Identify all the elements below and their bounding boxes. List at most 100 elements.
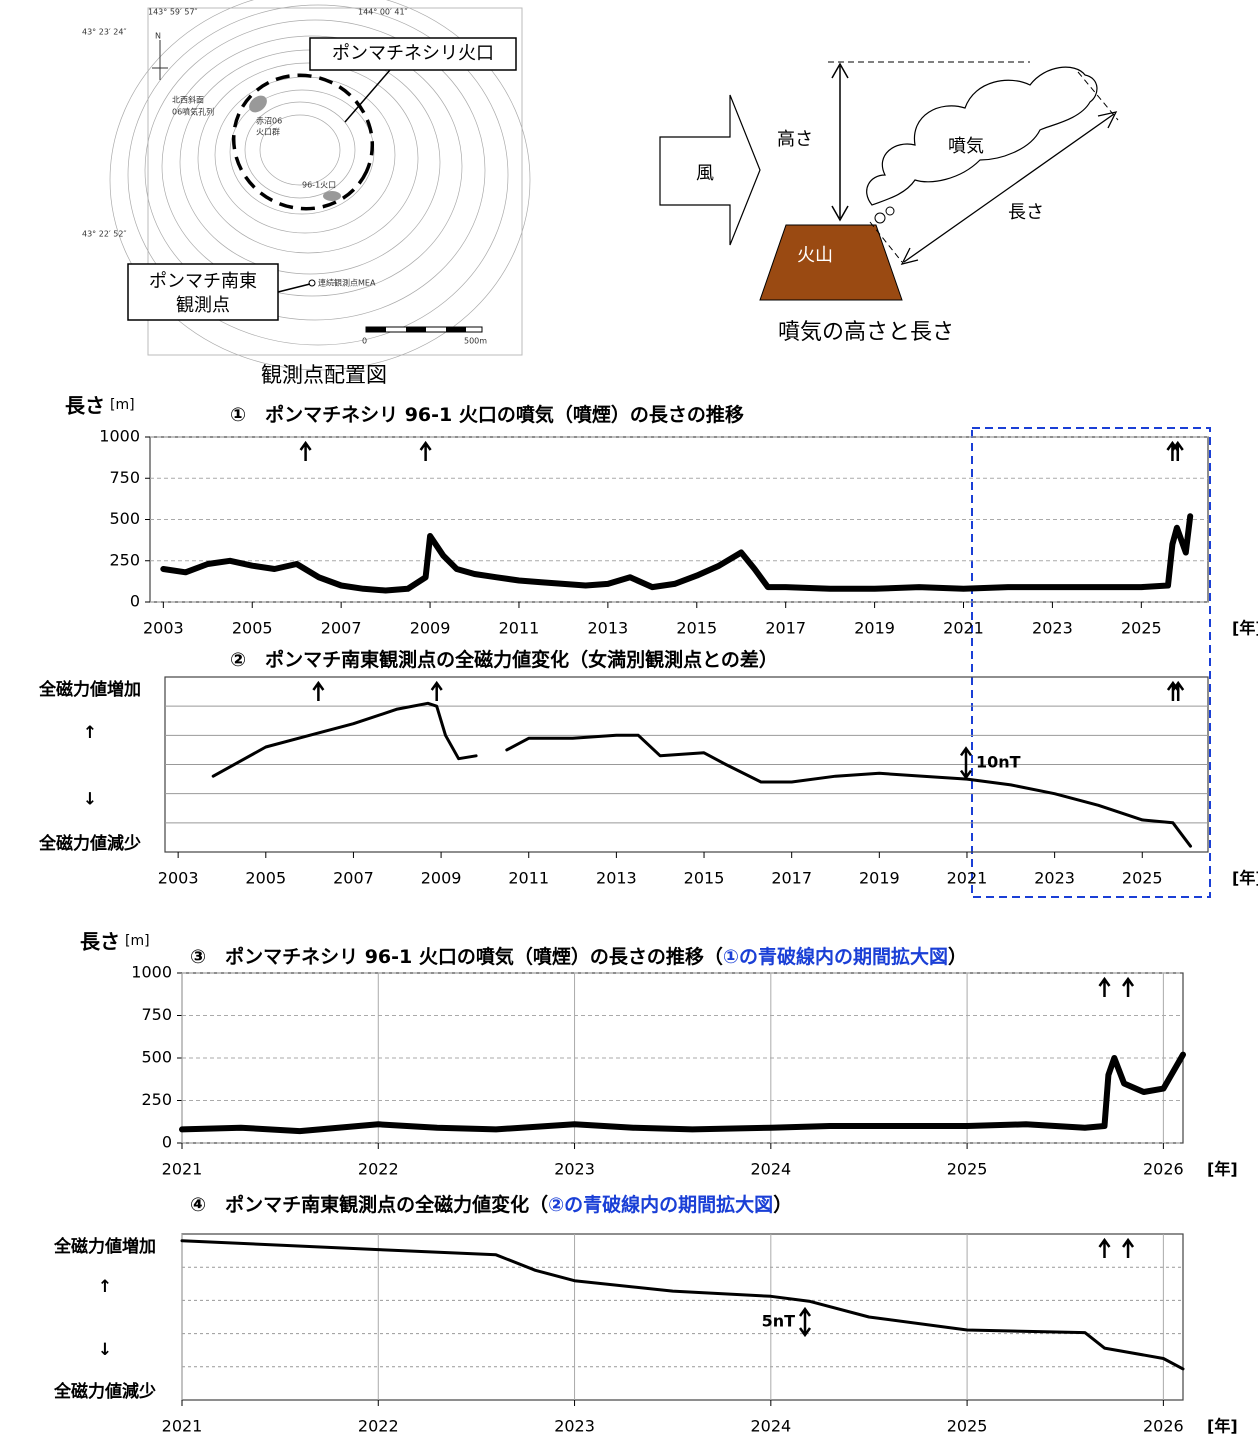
- plot-frame: [181, 1233, 1184, 1401]
- title-part: ①の青破線内の期間拡大図: [723, 945, 948, 968]
- map-label: 赤沼06: [256, 117, 282, 126]
- data-line: [179, 1051, 1186, 1135]
- y-axis-label: 全磁力値増加: [53, 1236, 156, 1257]
- map-north: N: [155, 32, 161, 41]
- volcano-label: 火山: [797, 245, 833, 266]
- event-arrow: [312, 680, 325, 701]
- x-tick-label: 2021: [943, 619, 984, 638]
- x-tick-label: 2007: [333, 869, 374, 888]
- map-coord: 43° 22′ 52″: [82, 230, 126, 239]
- x-tick-label: 2025: [947, 1417, 988, 1436]
- x-tick-label: 2013: [588, 619, 629, 638]
- x-axis-label: [年]: [1207, 1417, 1238, 1436]
- y-axis-label: 長さ: [65, 394, 105, 418]
- x-tick-label: 2025: [1121, 619, 1162, 638]
- x-axis-label: [年]: [1207, 1160, 1238, 1179]
- title-part: ① ポンマチネシリ 96-1 火口の噴気（噴煙）の長さの推移: [230, 403, 744, 426]
- map: 143° 59′ 57″ 144° 00′ 41″ 43° 23′ 24″ 43…: [82, 0, 531, 387]
- y-axis-label: 全磁力値増加: [38, 679, 141, 700]
- event-arrow: [1172, 680, 1185, 701]
- data-line: [180, 1239, 1185, 1371]
- y-axis-label: ↑: [83, 723, 97, 743]
- x-tick-label: 2024: [750, 1160, 791, 1179]
- data-line: [211, 701, 1192, 848]
- x-tick-label: 2023: [1032, 619, 1073, 638]
- x-tick-label: 2003: [158, 869, 199, 888]
- chart-title: ② ポンマチ南東観測点の全磁力値変化（女満別観測点との差）: [230, 648, 778, 671]
- map-scale: 500m: [464, 337, 487, 346]
- x-tick-label: 2017: [771, 869, 812, 888]
- title-part: ③ ポンマチネシリ 96-1 火口の噴気（噴煙）の長さの推移（: [190, 945, 723, 968]
- x-tick-label: 2025: [947, 1160, 988, 1179]
- x-tick-label: 2005: [232, 619, 273, 638]
- event-arrow: [419, 440, 432, 461]
- event-arrow: [299, 440, 312, 461]
- y-tick-label: 250: [109, 550, 140, 569]
- diagram-caption: 噴気の高さと長さ: [778, 320, 954, 345]
- y-tick-label: 500: [141, 1048, 172, 1067]
- event-arrow: [1122, 1237, 1135, 1258]
- map-scale: 0: [362, 337, 367, 346]
- map-label: 北西斜面: [172, 95, 204, 105]
- station-label: ポンマチ南東: [149, 271, 257, 292]
- event-arrow: [1098, 1237, 1111, 1258]
- title-part: ）: [773, 1193, 792, 1216]
- x-tick-label: 2015: [684, 869, 725, 888]
- x-tick-label: 2025: [1122, 869, 1163, 888]
- y-axis-label: ↑: [98, 1277, 112, 1297]
- x-tick-label: 2013: [596, 869, 637, 888]
- y-axis-label: ↓: [83, 790, 97, 810]
- chart-title: ④ ポンマチ南東観測点の全磁力値変化（②の青破線内の期間拡大図）: [190, 1193, 792, 1216]
- x-tick-label: 2021: [947, 869, 988, 888]
- x-tick-label: 2011: [508, 869, 549, 888]
- data-line: [160, 513, 1194, 594]
- y-tick-label: 750: [141, 1005, 172, 1024]
- y-tick-label: 500: [109, 509, 140, 528]
- x-tick-label: 2017: [765, 619, 806, 638]
- event-arrow: [1171, 440, 1184, 461]
- y-tick-label: 0: [130, 592, 140, 611]
- map-coord: 144° 00′ 41″: [358, 8, 408, 17]
- title-part: ②の青破線内の期間拡大図: [548, 1193, 773, 1216]
- height-label: 高さ: [777, 129, 813, 150]
- map-coord: 143° 59′ 57″: [148, 8, 198, 17]
- x-tick-label: 2022: [358, 1160, 399, 1179]
- x-tick-label: 2019: [854, 619, 895, 638]
- x-tick-label: 2026: [1143, 1417, 1184, 1436]
- y-axis-label: ↓: [98, 1340, 112, 1360]
- x-tick-label: 2023: [554, 1417, 595, 1436]
- map-caption: 観測点配置図: [261, 363, 387, 387]
- x-tick-label: 2003: [143, 619, 184, 638]
- y-tick-label: 250: [141, 1090, 172, 1109]
- map-label: 06噴気孔列: [172, 107, 214, 117]
- x-tick-label: 2021: [162, 1417, 203, 1436]
- x-tick-label: 2023: [554, 1160, 595, 1179]
- map-coord: 43° 23′ 24″: [82, 28, 126, 37]
- y-tick-label: 750: [109, 468, 140, 487]
- chart-title: ③ ポンマチネシリ 96-1 火口の噴気（噴煙）の長さの推移（①の青破線内の期間…: [190, 945, 967, 968]
- map-label: 火口群: [256, 127, 280, 137]
- event-arrow: [1122, 976, 1135, 997]
- scale-bar: [798, 1306, 812, 1338]
- scale-bar: [959, 746, 973, 780]
- x-tick-label: 2023: [1034, 869, 1075, 888]
- x-tick-label: 2015: [676, 619, 717, 638]
- x-axis-label: [年]: [1232, 869, 1258, 888]
- plume-label: 噴気: [948, 136, 984, 157]
- map-label: 連続観測点MEA: [318, 278, 376, 288]
- event-arrow: [430, 680, 443, 701]
- map-label: 96-1火口: [302, 181, 336, 190]
- x-tick-label: 2026: [1143, 1160, 1184, 1179]
- title-part: ）: [948, 945, 967, 968]
- y-axis-unit: [m]: [125, 933, 150, 949]
- y-tick-label: 0: [162, 1133, 172, 1152]
- y-axis-label: 全磁力値減少: [53, 1381, 156, 1402]
- x-tick-label: 2009: [410, 619, 451, 638]
- x-tick-label: 2011: [499, 619, 540, 638]
- x-tick-label: 2024: [750, 1417, 791, 1436]
- x-tick-label: 2019: [859, 869, 900, 888]
- crater-label: ポンマチネシリ火口: [332, 43, 494, 64]
- station-label: 観測点: [176, 295, 230, 316]
- y-axis-unit: [m]: [110, 397, 135, 413]
